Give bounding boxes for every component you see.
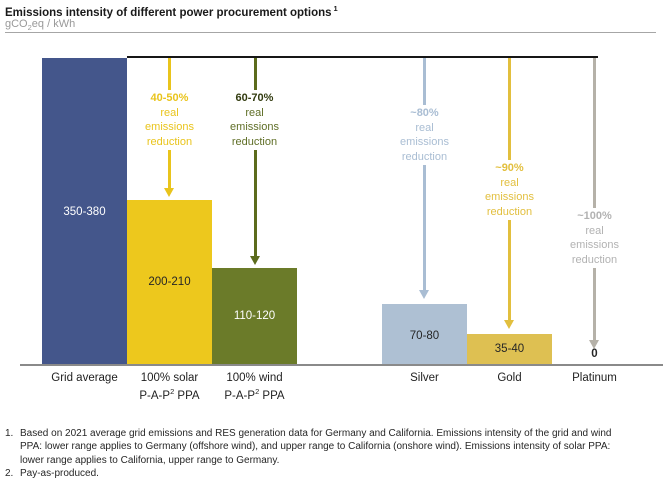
- annotation-line: reduction: [231, 135, 278, 148]
- annotation-wind-pct: 60-70%: [235, 92, 274, 104]
- value-label-gold: 35-40: [494, 343, 525, 355]
- annotation-gold-reduction: ~90% real emissions reduction: [467, 160, 552, 220]
- annotation-line: reduction: [401, 150, 448, 163]
- category-label-gold: Gold: [467, 371, 552, 385]
- annotation-line: reduction: [571, 253, 618, 266]
- annotation-line: emissions: [230, 121, 279, 133]
- bar-wind-ppa: [212, 268, 297, 364]
- unit-label: gCO2eq / kWh: [5, 18, 75, 32]
- value-label-grid-average: 350-380: [63, 206, 106, 218]
- category-line: P-A-P2 PPA: [127, 385, 212, 403]
- footnote-text: Pay-as-produced.: [20, 467, 99, 480]
- category-line: 100% solar: [140, 372, 199, 384]
- value-label-silver: 70-80: [409, 330, 440, 342]
- bar-grid-average: [42, 58, 127, 364]
- annotation-line: emissions: [400, 136, 449, 148]
- platinum-reduction-arrow-line: [593, 57, 596, 340]
- annotation-silver-reduction: ~80% real emissions reduction: [382, 105, 467, 165]
- footnote-line: PPA: lower range applies to Germany (off…: [20, 441, 611, 453]
- annotation-line: real: [585, 224, 604, 237]
- page-title: Emissions intensity of different power p…: [5, 4, 338, 19]
- silver-reduction-arrow-line: [423, 57, 426, 290]
- annotation-gold-pct: ~90%: [495, 162, 524, 174]
- bar-gold: [467, 334, 552, 364]
- cat-pre: P-A-P: [224, 389, 256, 402]
- title-footnote-marker: 1: [333, 4, 338, 13]
- silver-reduction-arrow-head: [419, 290, 429, 299]
- title-text: Emissions intensity of different power p…: [5, 6, 332, 19]
- category-label-platinum: Platinum: [552, 371, 637, 385]
- annotation-silver-pct: ~80%: [410, 107, 439, 119]
- solar-reduction-arrow-head: [164, 188, 174, 197]
- annotation-line: emissions: [570, 239, 619, 251]
- cat-footnote-marker: 2: [170, 387, 175, 396]
- cat-post: PPA: [174, 389, 200, 402]
- category-line: Silver: [410, 372, 439, 384]
- unit-post: eq / kWh: [31, 18, 76, 30]
- grid-average-reference-line: [127, 56, 598, 58]
- footnotes: 1. Based on 2021 average grid emissions …: [5, 427, 663, 480]
- x-axis-baseline: [20, 363, 663, 367]
- cat-pre: P-A-P: [139, 389, 171, 402]
- wind-reduction-arrow-head: [249, 256, 260, 265]
- category-label-grid-average: Grid average: [42, 371, 127, 385]
- annotation-line: reduction: [486, 205, 533, 218]
- category-line: P-A-P2 PPA: [212, 385, 297, 403]
- footnote-line: lower range applies to California, upper…: [20, 454, 280, 466]
- category-label-silver: Silver: [382, 371, 467, 385]
- annotation-platinum-pct: ~100%: [577, 210, 612, 222]
- annotation-solar-reduction: 40-50% real emissions reduction: [127, 90, 212, 150]
- unit-pre: gCO: [5, 18, 28, 30]
- platinum-reduction-arrow-head: [589, 340, 599, 349]
- category-line: 100% wind: [226, 372, 283, 384]
- footnote-2: 2. Pay-as-produced.: [5, 467, 663, 480]
- header-divider: [5, 32, 656, 33]
- annotation-line: real: [160, 106, 179, 119]
- annotation-line: reduction: [146, 135, 193, 148]
- footnote-text: Based on 2021 average grid emissions and…: [20, 427, 611, 467]
- annotation-line: real: [415, 121, 434, 134]
- footnote-number: 1.: [5, 428, 14, 439]
- bar-solar-ppa: [127, 200, 212, 364]
- bar-silver: [382, 304, 467, 364]
- annotation-line: emissions: [485, 191, 534, 203]
- value-label-wind: 110-120: [233, 310, 276, 322]
- wind-reduction-arrow-line: [253, 57, 257, 256]
- annotation-line: emissions: [145, 121, 194, 133]
- cat-post: PPA: [259, 389, 285, 402]
- category-line: Platinum: [572, 372, 617, 384]
- category-line: Grid average: [51, 372, 118, 384]
- annotation-wind-reduction: 60-70% real emissions reduction: [212, 90, 297, 150]
- category-label-solar: 100% solar P-A-P2 PPA: [127, 371, 212, 403]
- annotation-platinum-reduction: ~100% real emissions reduction: [552, 208, 637, 268]
- annotation-line: real: [500, 176, 519, 189]
- value-label-platinum-zero: 0: [591, 348, 598, 360]
- footnote-1: 1. Based on 2021 average grid emissions …: [5, 427, 663, 467]
- category-line: Gold: [497, 372, 522, 384]
- footnote-number: 2.: [5, 467, 14, 479]
- category-label-wind: 100% wind P-A-P2 PPA: [212, 371, 297, 403]
- cat-footnote-marker: 2: [255, 387, 260, 396]
- footnote-line: Based on 2021 average grid emissions and…: [20, 428, 612, 439]
- value-label-solar: 200-210: [148, 276, 191, 288]
- annotation-solar-pct: 40-50%: [150, 92, 189, 104]
- footnote-line: Pay-as-produced.: [20, 467, 99, 479]
- annotation-line: real: [245, 106, 264, 119]
- gold-reduction-arrow-head: [504, 320, 514, 329]
- unit-sub: 2: [27, 23, 32, 33]
